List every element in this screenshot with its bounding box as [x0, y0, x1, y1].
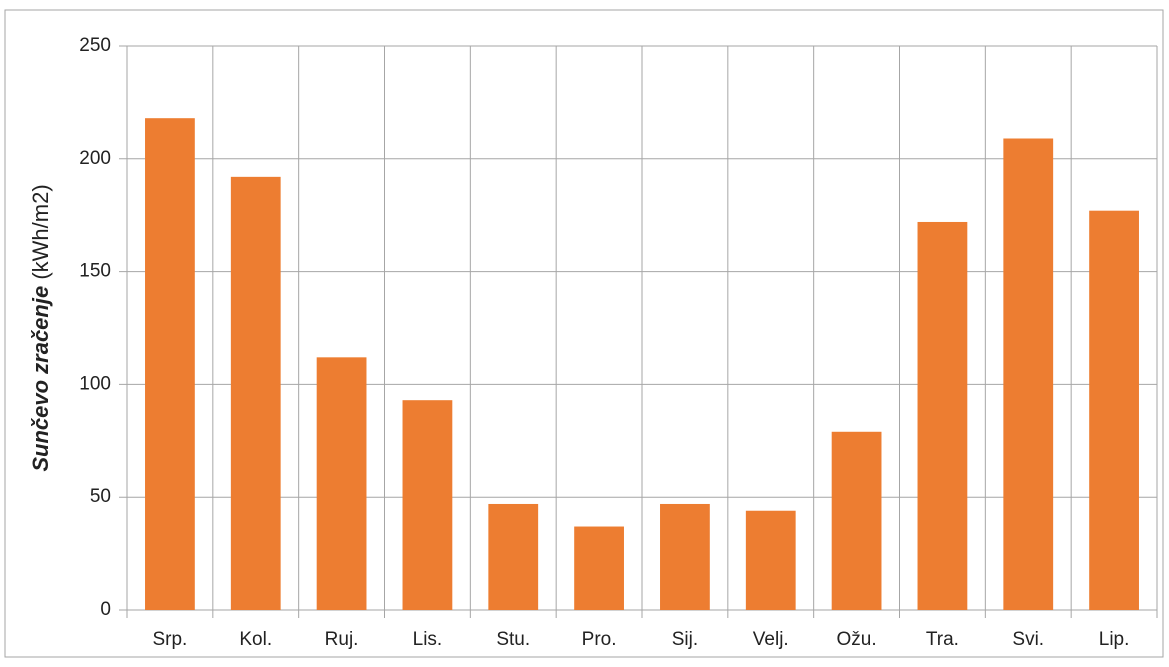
- bar: [745, 510, 796, 610]
- x-tick-label: Tra.: [926, 629, 959, 650]
- bar: [917, 221, 968, 610]
- x-tick-label: Svi.: [1012, 629, 1044, 650]
- bar: [402, 400, 453, 610]
- bar: [574, 526, 624, 610]
- y-label-main: Sunčevo zračenje: [28, 286, 53, 472]
- y-tick-label: 0: [100, 599, 111, 620]
- bar: [145, 118, 195, 610]
- y-tick-label: 200: [79, 148, 111, 169]
- x-tick-label: Ožu.: [837, 629, 877, 650]
- y-axis-label: Sunčevo zračenje (kWh/m2): [28, 184, 53, 471]
- x-tick-label: Lis.: [413, 629, 443, 650]
- y-tick-label: 150: [79, 261, 111, 282]
- x-tick-label: Lip.: [1099, 629, 1130, 650]
- y-tick-label: 100: [79, 373, 111, 394]
- bar: [831, 431, 882, 610]
- bar: [488, 503, 539, 610]
- y-label-unit: (kWh/m2): [28, 184, 53, 279]
- x-tick-label: Kol.: [239, 629, 272, 650]
- x-tick-label: Ruj.: [325, 629, 359, 650]
- bar: [660, 503, 710, 610]
- y-tick-label: 250: [79, 35, 111, 56]
- x-tick-label: Stu.: [496, 629, 530, 650]
- x-tick-label: Srp.: [152, 629, 187, 650]
- x-tick-label: Pro.: [582, 629, 617, 650]
- bar: [1089, 210, 1139, 611]
- bar: [316, 357, 367, 610]
- bar: [1003, 138, 1054, 610]
- x-tick-label: Sij.: [672, 629, 698, 650]
- x-tick-label: Velj.: [753, 629, 789, 650]
- bar: [230, 176, 281, 610]
- y-tick-label: 50: [90, 486, 111, 507]
